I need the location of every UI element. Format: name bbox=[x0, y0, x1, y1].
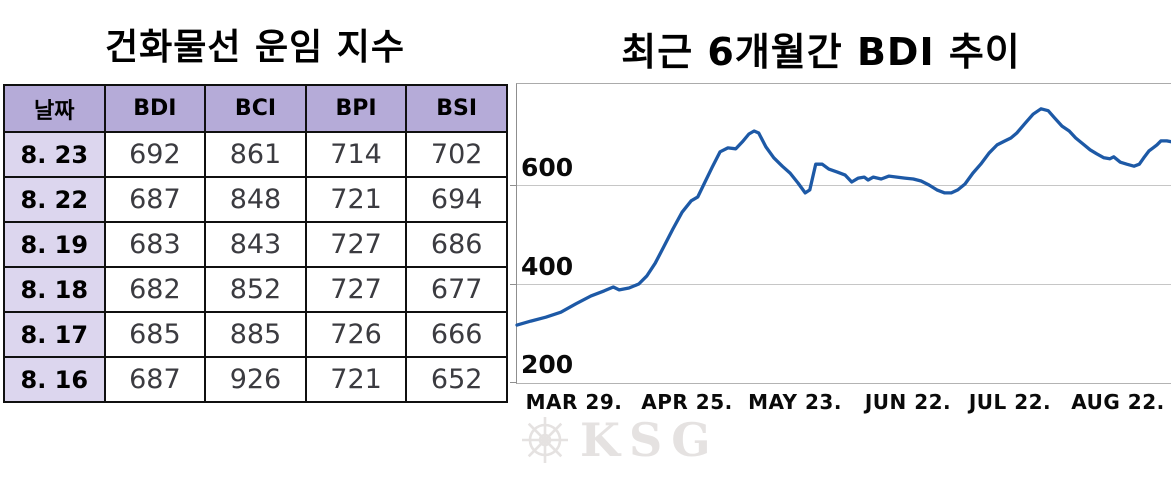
bci-cell: 861 bbox=[204, 131, 307, 178]
bpi-cell: 726 bbox=[304, 311, 408, 358]
bsi-cell: 666 bbox=[405, 311, 508, 358]
col-header-bpi: BPI bbox=[304, 84, 408, 133]
y-axis-label: 400 bbox=[521, 251, 574, 281]
watermark-text: KSG bbox=[580, 413, 720, 467]
table-row: 8. 19 683 843 727 686 bbox=[3, 221, 508, 268]
chart-title: 최근 6개월간 BDI 추이 bbox=[621, 30, 1021, 74]
bdi-series-line bbox=[515, 107, 1171, 327]
date-cell: 8. 18 bbox=[3, 266, 106, 313]
bpi-cell: 721 bbox=[304, 356, 408, 403]
bpi-cell: 721 bbox=[304, 176, 408, 223]
table-title: 건화물선 운임 지수 bbox=[104, 27, 406, 68]
date-cell: 8. 16 bbox=[3, 356, 106, 403]
y-tick bbox=[510, 382, 517, 383]
bpi-cell: 727 bbox=[304, 266, 408, 313]
freight-index-table: 날짜 BDI BCI BPI BSI 8. 23 692 861 714 702… bbox=[3, 84, 508, 403]
bsi-cell: 677 bbox=[405, 266, 508, 313]
bsi-cell: 686 bbox=[405, 221, 508, 268]
bpi-cell: 727 bbox=[304, 221, 408, 268]
x-axis-label: APR 25. bbox=[641, 390, 733, 414]
table-row: 8. 22 687 848 721 694 bbox=[3, 176, 508, 223]
table-row: 8. 16 687 926 721 652 bbox=[3, 356, 508, 403]
bdi-cell: 687 bbox=[103, 356, 207, 403]
table-row: 8. 23 692 861 714 702 bbox=[3, 131, 508, 178]
date-cell: 8. 22 bbox=[3, 176, 106, 223]
y-tick bbox=[510, 185, 517, 186]
y-tick bbox=[510, 284, 517, 285]
col-header-date: 날짜 bbox=[3, 84, 106, 133]
x-axis-label: MAR 29. bbox=[525, 390, 623, 414]
table-row: 8. 18 682 852 727 677 bbox=[3, 266, 508, 313]
x-axis: MAR 29. APR 25. MAY 23. JUN 22. JUL 22. AUG 2… bbox=[516, 390, 1171, 416]
bsi-cell: 694 bbox=[405, 176, 508, 223]
bdi-cell: 687 bbox=[103, 176, 207, 223]
gridline-400 bbox=[517, 284, 1171, 285]
bci-cell: 926 bbox=[204, 356, 307, 403]
ship-wheel-icon bbox=[522, 417, 568, 463]
table-header-row: 날짜 BDI BCI BPI BSI bbox=[3, 84, 508, 133]
date-cell: 8. 23 bbox=[3, 131, 106, 178]
bsi-cell: 702 bbox=[405, 131, 508, 178]
date-cell: 8. 17 bbox=[3, 311, 106, 358]
bdi-cell: 683 bbox=[103, 221, 207, 268]
bdi-cell: 692 bbox=[103, 131, 207, 178]
y-axis-label: 600 bbox=[521, 152, 574, 182]
col-header-bdi: BDI bbox=[103, 84, 207, 133]
gridline-600 bbox=[517, 185, 1171, 186]
x-axis-label: MAY 23. bbox=[748, 390, 842, 414]
x-axis-label: JUL 22. bbox=[968, 390, 1052, 414]
bdi-cell: 682 bbox=[103, 266, 207, 313]
x-axis-label: AUG 22. bbox=[1071, 390, 1165, 414]
bsi-cell: 652 bbox=[405, 356, 508, 403]
y-axis-label: 200 bbox=[521, 350, 574, 379]
bci-cell: 885 bbox=[204, 311, 307, 358]
col-header-bci: BCI bbox=[204, 84, 307, 133]
date-cell: 8. 19 bbox=[3, 221, 106, 268]
bci-cell: 848 bbox=[204, 176, 307, 223]
watermark: KSG bbox=[520, 414, 719, 466]
table-row: 8. 17 685 885 726 666 bbox=[3, 311, 508, 358]
bdi-cell: 685 bbox=[103, 311, 207, 358]
bci-cell: 852 bbox=[204, 266, 307, 313]
bci-cell: 843 bbox=[204, 221, 307, 268]
bpi-cell: 714 bbox=[304, 131, 408, 178]
col-header-bsi: BSI bbox=[405, 84, 508, 133]
x-axis-label: JUN 22. bbox=[864, 390, 952, 414]
bdi-line-chart: 600 400 200 bbox=[510, 83, 1171, 384]
